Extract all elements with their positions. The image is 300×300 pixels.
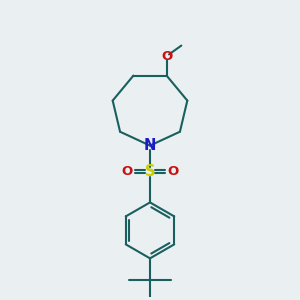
Text: O: O bbox=[167, 165, 178, 178]
Text: O: O bbox=[161, 50, 172, 63]
Text: N: N bbox=[144, 138, 156, 153]
Text: S: S bbox=[145, 164, 155, 179]
Text: O: O bbox=[122, 165, 133, 178]
